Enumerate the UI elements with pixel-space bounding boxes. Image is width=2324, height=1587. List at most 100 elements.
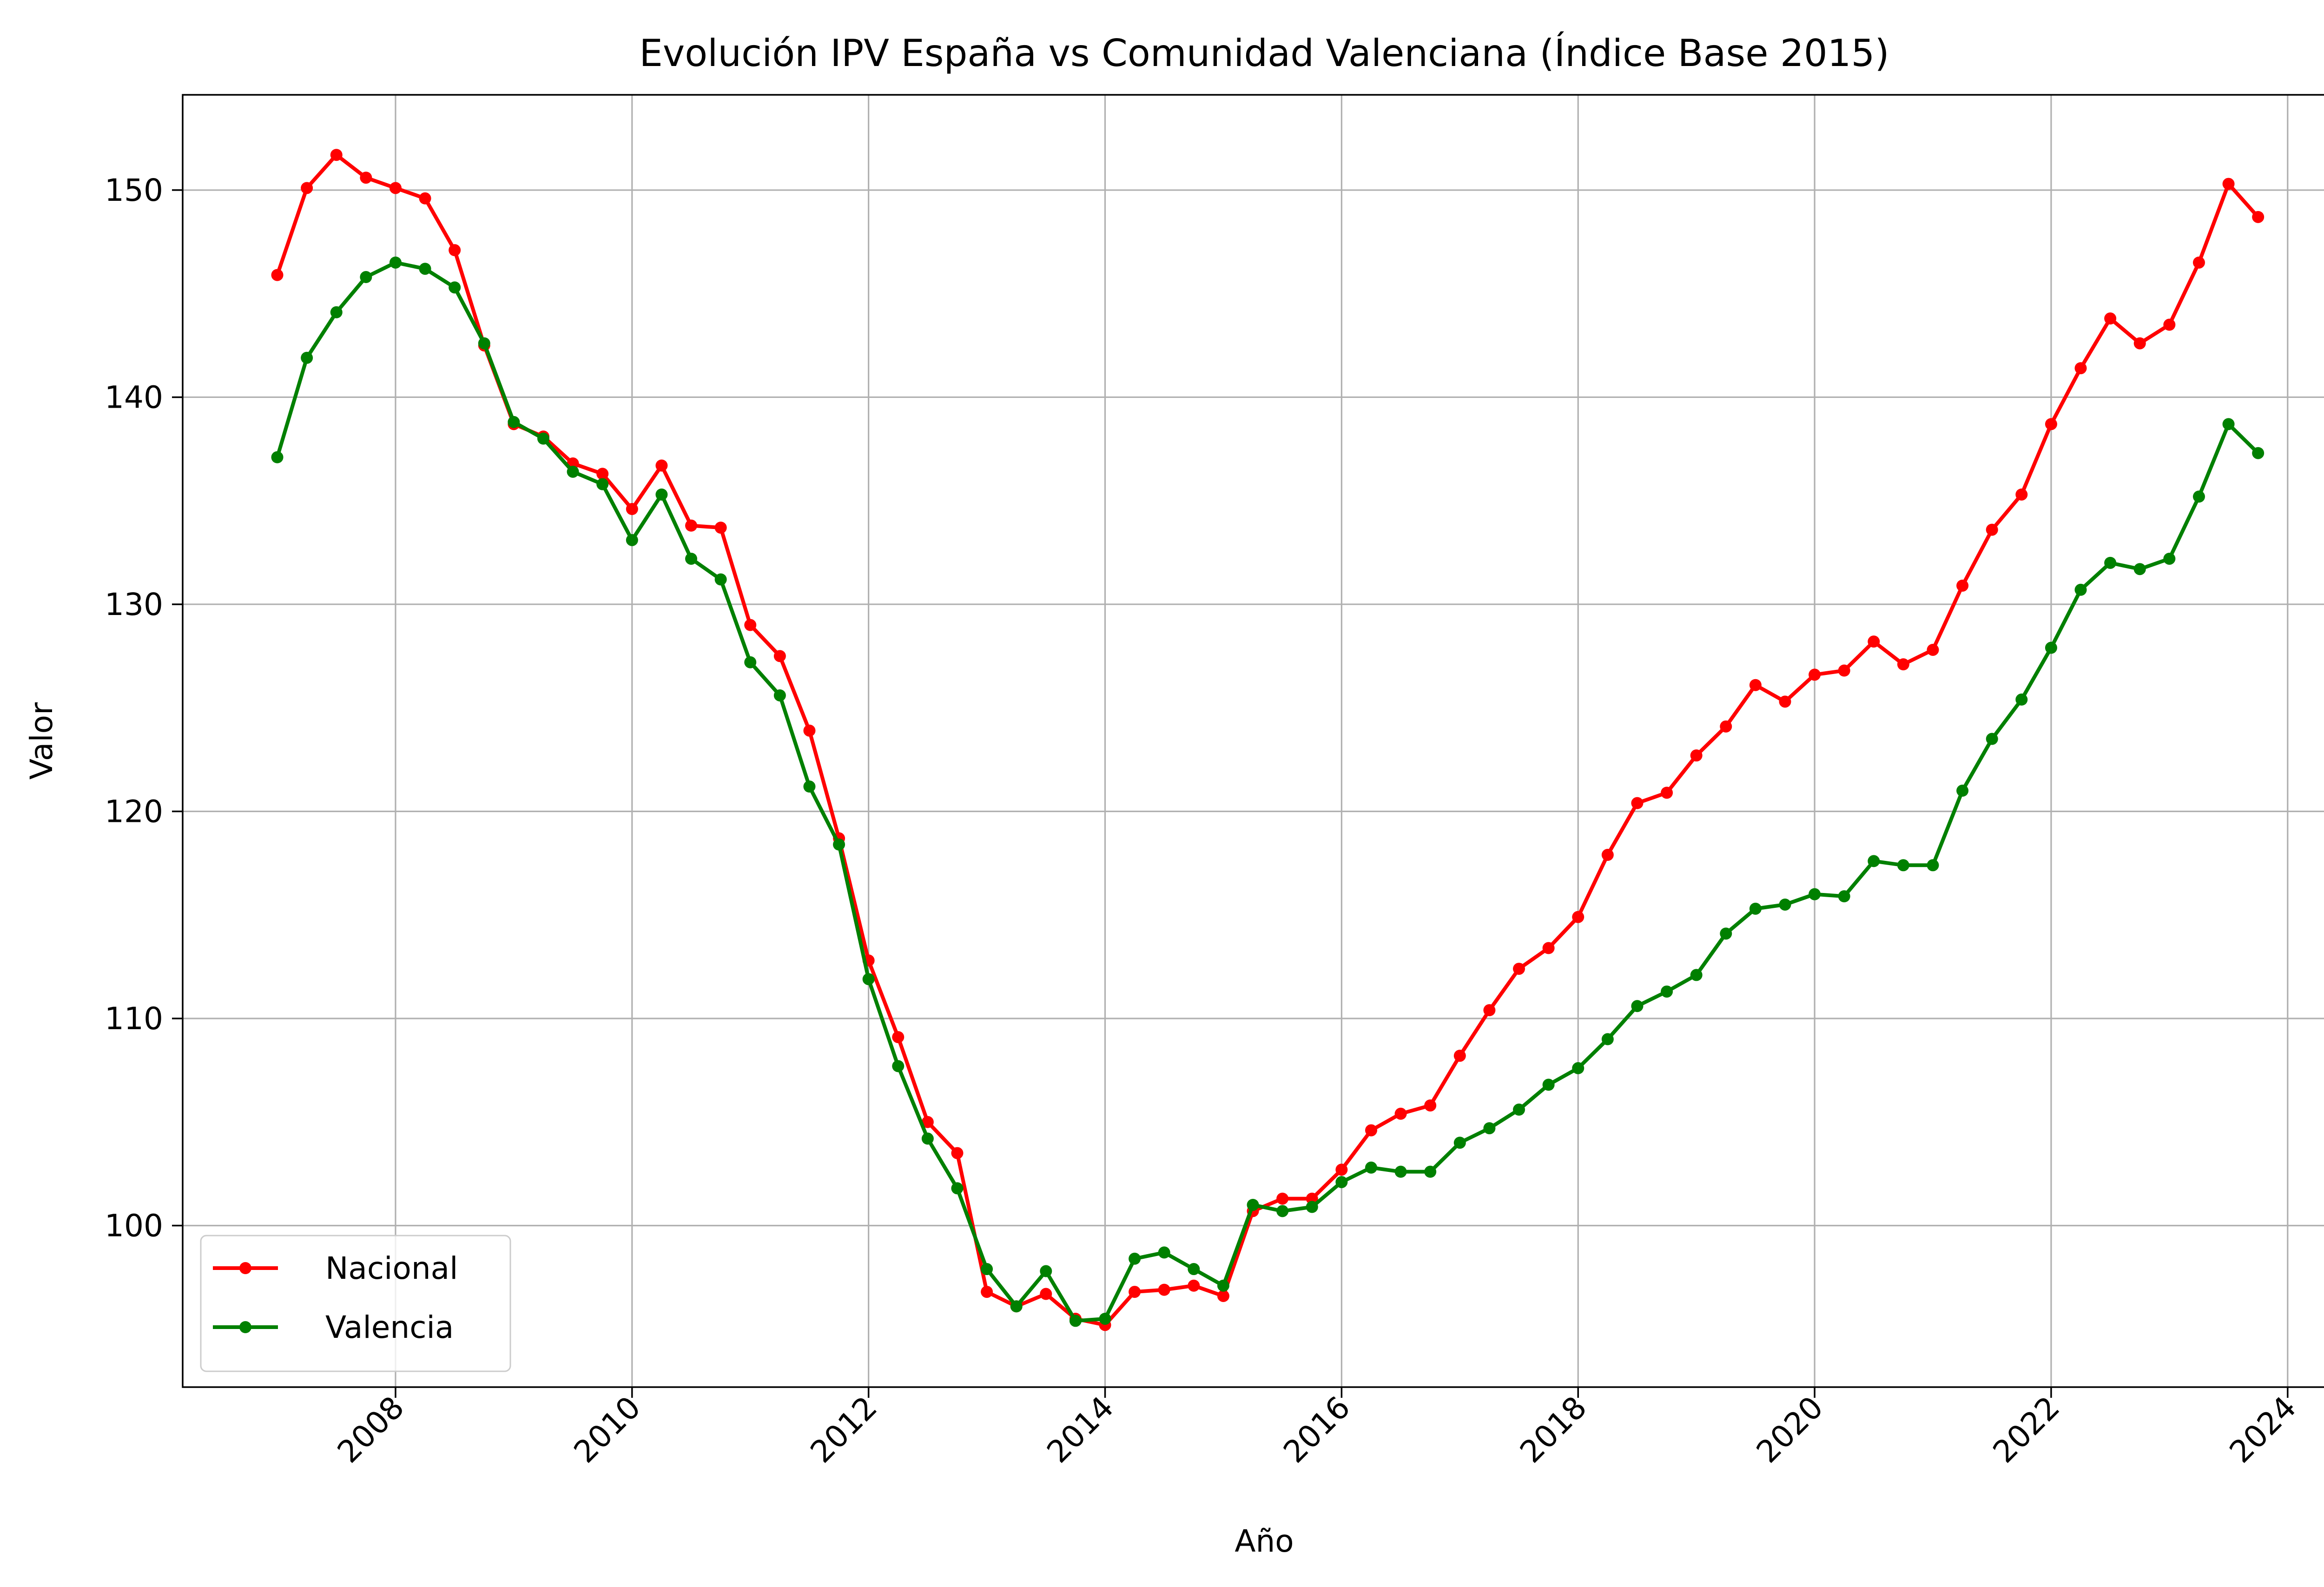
- data-point-nacional: [803, 724, 816, 737]
- data-point-valencia: [537, 432, 549, 445]
- legend-item-valencia: Valencia: [213, 1309, 454, 1345]
- data-point-valencia: [2163, 552, 2176, 565]
- data-point-nacional: [1897, 658, 1909, 671]
- series-nacional: [271, 149, 2265, 1331]
- data-point-nacional: [1572, 911, 1585, 923]
- x-tick-label: 2014: [1040, 1389, 1121, 1470]
- x-tick-label: 2024: [2223, 1389, 2303, 1470]
- data-point-valencia: [2222, 418, 2235, 430]
- data-point-valencia: [271, 451, 284, 463]
- data-point-nacional: [1188, 1279, 1200, 1292]
- data-point-nacional: [1749, 679, 1762, 691]
- legend-item-nacional: Nacional: [213, 1250, 458, 1286]
- y-tick-label: 120: [105, 794, 163, 829]
- data-point-valencia: [862, 973, 875, 985]
- data-point-valencia: [2074, 583, 2087, 596]
- data-point-nacional: [1927, 643, 1939, 656]
- plot-area-frame: [182, 94, 2324, 1388]
- data-point-valencia: [2015, 693, 2028, 706]
- data-point-valencia: [1513, 1104, 1525, 1116]
- data-point-nacional: [714, 522, 727, 534]
- data-point-nacional: [2252, 211, 2265, 223]
- data-point-nacional: [1453, 1050, 1466, 1062]
- data-point-valencia: [803, 780, 816, 793]
- data-point-nacional: [744, 619, 757, 631]
- data-point-valencia: [508, 416, 520, 428]
- y-tick-label: 140: [105, 379, 163, 415]
- y-tick-label: 150: [105, 172, 163, 208]
- data-point-nacional: [892, 1031, 905, 1044]
- data-point-valencia: [1247, 1198, 1259, 1211]
- data-point-valencia: [1099, 1312, 1111, 1325]
- data-point-valencia: [1217, 1279, 1229, 1292]
- data-point-valencia: [419, 263, 431, 275]
- data-point-nacional: [596, 468, 609, 480]
- x-tick-label: 2018: [1513, 1389, 1593, 1470]
- series-layer: [271, 149, 2265, 1331]
- data-point-nacional: [2074, 362, 2087, 375]
- data-point-valencia: [1276, 1205, 1289, 1217]
- data-point-nacional: [419, 192, 431, 205]
- data-point-valencia: [2133, 563, 2146, 575]
- data-point-valencia: [2104, 556, 2117, 569]
- data-point-nacional: [1424, 1099, 1437, 1112]
- data-point-nacional: [2015, 488, 2028, 501]
- data-point-valencia: [596, 478, 609, 490]
- x-tick-label: 2022: [1986, 1389, 2067, 1470]
- legend-marker-nacional: [239, 1262, 251, 1274]
- data-point-valencia: [1069, 1315, 1082, 1327]
- data-point-valencia: [981, 1263, 993, 1276]
- data-point-valencia: [1661, 985, 1673, 998]
- data-point-valencia: [1631, 1000, 1644, 1012]
- data-point-nacional: [1779, 695, 1791, 708]
- data-point-valencia: [951, 1182, 964, 1195]
- x-tick-label: 2008: [330, 1389, 411, 1470]
- data-point-valencia: [1572, 1062, 1585, 1074]
- data-point-nacional: [2104, 312, 2117, 325]
- data-point-valencia: [1010, 1300, 1023, 1313]
- data-point-valencia: [1927, 859, 1939, 872]
- data-point-nacional: [1838, 664, 1850, 677]
- data-point-valencia: [330, 306, 343, 318]
- data-point-valencia: [1365, 1161, 1377, 1174]
- data-point-nacional: [1601, 849, 1614, 861]
- data-point-valencia: [1601, 1033, 1614, 1045]
- data-point-valencia: [1335, 1176, 1348, 1188]
- series-line-nacional: [275, 153, 2260, 1327]
- data-point-nacional: [1986, 523, 1998, 536]
- data-point-valencia: [685, 552, 698, 565]
- data-point-valencia: [449, 281, 461, 294]
- data-point-nacional: [773, 650, 786, 662]
- legend-label-nacional: Nacional: [325, 1250, 458, 1286]
- data-point-valencia: [301, 351, 313, 364]
- data-point-valencia: [1453, 1137, 1466, 1149]
- data-point-nacional: [951, 1147, 964, 1159]
- data-point-valencia: [892, 1060, 905, 1072]
- x-tick-label: 2020: [1750, 1389, 1830, 1470]
- data-point-nacional: [330, 149, 343, 161]
- y-axis-title: Valor: [24, 702, 59, 780]
- data-point-nacional: [2192, 256, 2205, 269]
- data-point-nacional: [389, 182, 402, 194]
- data-point-nacional: [1394, 1107, 1407, 1120]
- data-point-nacional: [1276, 1192, 1289, 1205]
- series-valencia: [271, 256, 2265, 1327]
- x-tick-label: 2016: [1276, 1389, 1357, 1470]
- x-tick-label: 2010: [567, 1389, 647, 1470]
- data-point-nacional: [1513, 963, 1525, 975]
- data-point-nacional: [1217, 1289, 1229, 1302]
- data-point-nacional: [1483, 1004, 1496, 1017]
- data-point-nacional: [360, 172, 372, 184]
- grid-lines: [183, 95, 2324, 1387]
- data-point-nacional: [1690, 749, 1703, 762]
- chart-title: Evolución IPV España vs Comunidad Valenc…: [639, 31, 1889, 75]
- data-point-nacional: [655, 459, 668, 472]
- data-point-valencia: [1306, 1201, 1318, 1213]
- data-point-valencia: [1838, 890, 1850, 903]
- data-point-valencia: [1809, 888, 1821, 900]
- data-point-nacional: [1306, 1192, 1318, 1205]
- data-point-nacional: [301, 182, 313, 194]
- data-point-valencia: [478, 337, 490, 350]
- data-point-valencia: [389, 256, 402, 269]
- data-point-nacional: [1365, 1124, 1377, 1137]
